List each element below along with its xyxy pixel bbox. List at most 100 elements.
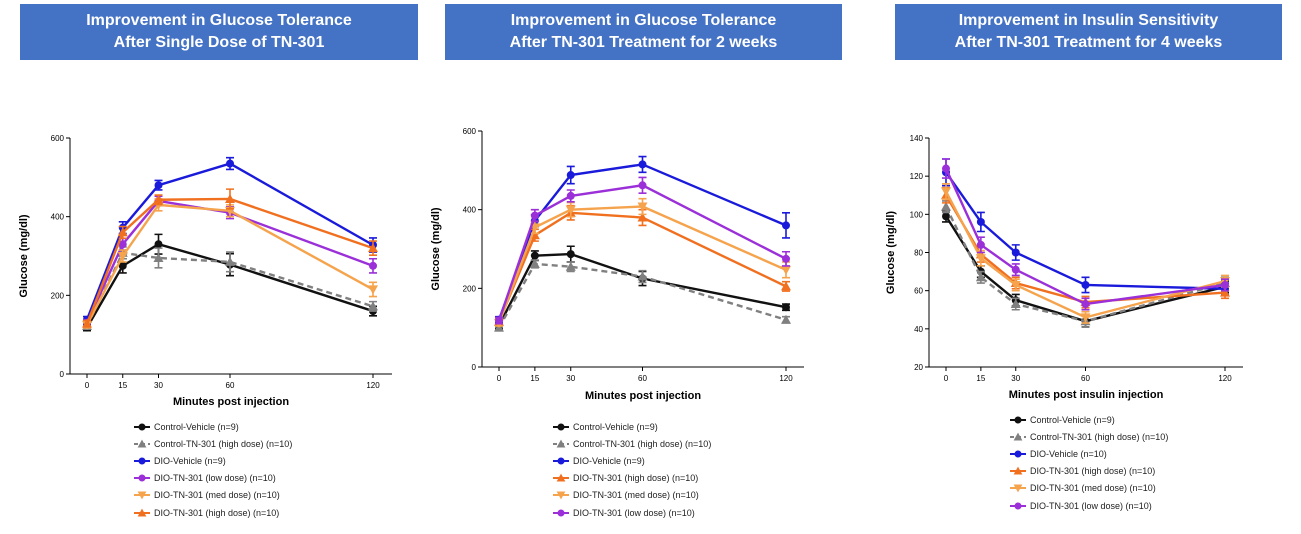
data-point xyxy=(1220,287,1230,297)
data-point xyxy=(82,318,92,328)
data-point xyxy=(781,281,791,291)
legend-marker xyxy=(556,491,566,500)
y-tick-label: 400 xyxy=(463,206,477,215)
legend-item: DIO-TN-301 (med dose) (n=10) xyxy=(1010,480,1168,497)
legend-marker xyxy=(557,423,565,431)
x-tick-label: 60 xyxy=(226,381,235,390)
legend-swatch xyxy=(1010,432,1026,441)
legend-swatch xyxy=(553,457,569,465)
chart-legend-1: Control-Vehicle (n=9) Control-TN-301 (hig… xyxy=(134,418,292,521)
legend-marker xyxy=(556,473,566,482)
series-dio_high xyxy=(82,188,378,328)
data-point xyxy=(942,212,950,221)
data-point xyxy=(117,252,128,261)
series-line xyxy=(945,171,1226,290)
x-tick-label: 120 xyxy=(366,381,380,390)
series-line xyxy=(497,262,787,329)
legend-label: Control-TN-301 (high dose) (n=10) xyxy=(573,438,712,449)
legend-item: Control-Vehicle (n=9) xyxy=(1010,411,1168,428)
legend-swatch xyxy=(134,474,150,482)
data-point xyxy=(942,164,950,173)
x-tick-label: 15 xyxy=(530,374,539,383)
legend-marker xyxy=(138,457,146,465)
legend-marker xyxy=(137,439,147,448)
legend-item: Control-TN-301 (high dose) (n=10) xyxy=(134,435,292,452)
legend-label: DIO-TN-301 (low dose) (n=10) xyxy=(1030,500,1152,511)
data-point xyxy=(975,272,986,282)
legend-swatch xyxy=(1010,466,1026,475)
legend-label: DIO-TN-301 (high dose) (n=10) xyxy=(573,473,699,484)
data-point xyxy=(368,301,378,311)
legend-label: DIO-TN-301 (low dose) (n=10) xyxy=(154,473,276,484)
legend-swatch xyxy=(1010,450,1026,458)
data-point xyxy=(1010,280,1021,290)
legend-marker xyxy=(557,457,565,465)
data-point xyxy=(782,254,790,263)
legend-item: Control-Vehicle (n=9) xyxy=(553,418,711,435)
x-axis-label: Minutes post injection xyxy=(585,390,701,402)
data-point xyxy=(566,250,575,259)
data-point xyxy=(976,240,985,249)
legend-label: DIO-TN-301 (high dose) (n=10) xyxy=(1030,466,1156,477)
y-tick-label: 400 xyxy=(51,213,65,222)
y-tick-label: 60 xyxy=(914,287,923,296)
data-point xyxy=(781,314,791,324)
legend-item: DIO-Vehicle (n=9) xyxy=(134,452,292,469)
legend-item: DIO-TN-301 (high dose) (n=10) xyxy=(134,504,292,521)
legend-label: DIO-Vehicle (n=10) xyxy=(1030,448,1107,459)
chart-title-line-2: After TN-301 Treatment for 2 weeks xyxy=(509,34,778,51)
legend-marker xyxy=(138,474,146,482)
data-point xyxy=(1221,280,1229,289)
legend-swatch xyxy=(1010,502,1026,510)
x-tick-label: 30 xyxy=(566,374,575,383)
legend-item: DIO-Vehicle (n=9) xyxy=(553,452,711,469)
chart-legend-2: Control-Vehicle (n=9) Control-TN-301 (hig… xyxy=(553,418,711,521)
legend-marker xyxy=(137,491,147,500)
data-point xyxy=(1080,313,1091,323)
legend-label: Control-Vehicle (n=9) xyxy=(573,421,658,432)
y-tick-label: 100 xyxy=(910,210,924,219)
data-point xyxy=(637,212,648,222)
chart-legend-3: Control-Vehicle (n=9) Control-TN-301 (hig… xyxy=(1010,411,1168,514)
legend-swatch xyxy=(1010,416,1026,424)
series-dio_low xyxy=(495,176,790,325)
data-point xyxy=(118,261,127,270)
legend-swatch xyxy=(134,508,150,517)
legend-label: DIO-TN-301 (low dose) (n=10) xyxy=(573,507,695,518)
chart-title-line-2: After Single Dose of TN-301 xyxy=(113,34,325,51)
x-axis-label: Minutes post injection xyxy=(173,396,289,408)
data-point xyxy=(566,191,575,200)
glucose-tolerance-single-dose-chart: 0 200 400 600 0 15 30 60 120 Minutes post injecti… xyxy=(18,134,392,408)
legend-item: Control-TN-301 (high dose) (n=10) xyxy=(553,435,711,452)
chart-title-line-2: After TN-301 Treatment for 4 weeks xyxy=(954,34,1223,51)
chart-title-line-1: Improvement in Glucose Tolerance xyxy=(86,12,352,29)
data-point xyxy=(566,171,575,180)
data-point xyxy=(1081,300,1090,309)
legend-item: DIO-TN-301 (low dose) (n=10) xyxy=(553,504,711,521)
legend-swatch xyxy=(134,439,150,448)
legend-marker xyxy=(557,509,565,517)
data-point xyxy=(225,193,235,203)
legend-item: DIO-TN-301 (med dose) (n=10) xyxy=(134,487,292,504)
legend-item: Control-Vehicle (n=9) xyxy=(134,418,292,435)
y-tick-label: 20 xyxy=(914,363,923,372)
chart-title-line-1: Improvement in Glucose Tolerance xyxy=(510,12,777,29)
legend-swatch xyxy=(553,423,569,431)
legend-swatch xyxy=(553,491,569,500)
legend-marker xyxy=(1013,466,1023,475)
legend-item: DIO-Vehicle (n=10) xyxy=(1010,445,1168,462)
y-tick-label: 0 xyxy=(60,370,65,379)
y-axis-label: Glucose (mg/dl) xyxy=(430,207,442,290)
data-point xyxy=(226,159,234,168)
data-point xyxy=(530,251,539,260)
legend-marker xyxy=(138,423,146,431)
data-point xyxy=(1010,299,1021,309)
data-point xyxy=(637,271,648,281)
legend-marker xyxy=(1014,450,1022,458)
chart-title-banner-2: Improvement in Glucose Tolerance After T… xyxy=(445,4,842,60)
legend-marker xyxy=(1013,432,1023,441)
legend-label: Control-Vehicle (n=9) xyxy=(1030,414,1115,425)
legend-marker xyxy=(556,439,566,448)
data-point xyxy=(225,256,235,266)
